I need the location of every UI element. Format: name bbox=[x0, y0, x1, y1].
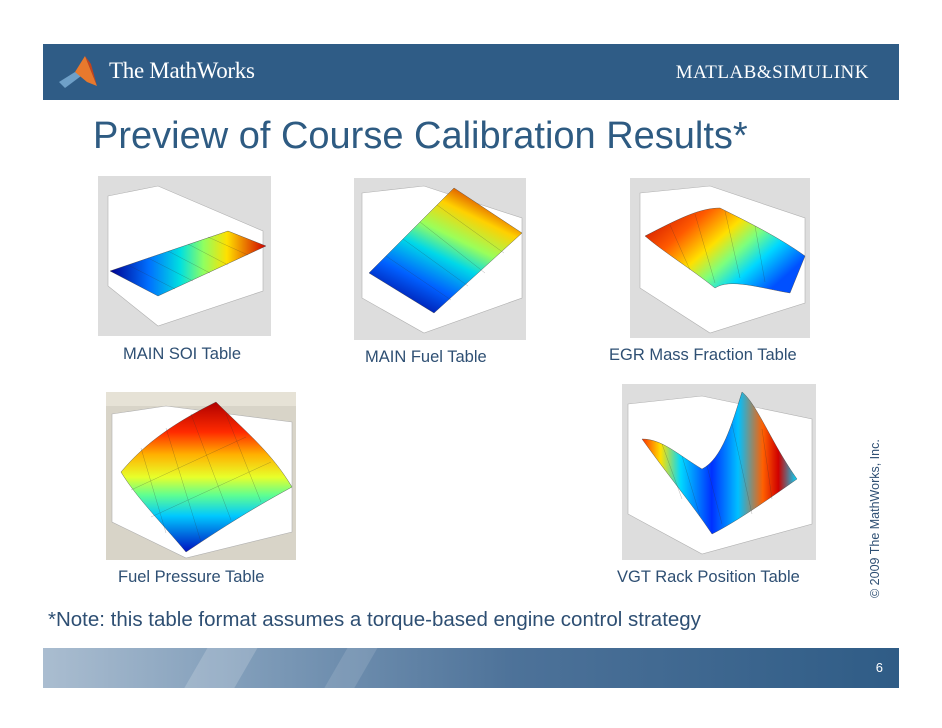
main-soi-surface-plot bbox=[98, 176, 271, 336]
decorative-streak bbox=[172, 648, 264, 688]
header-bar: The MathWorks MATLAB&SIMULINK bbox=[43, 44, 899, 100]
page-number: 6 bbox=[875, 660, 883, 675]
caption-fuel-pressure: Fuel Pressure Table bbox=[118, 568, 265, 586]
vgt-rack-position-surface-plot bbox=[622, 384, 816, 560]
caption-egr-mass-fraction: EGR Mass Fraction Table bbox=[609, 346, 797, 364]
caption-main-soi: MAIN SOI Table bbox=[123, 345, 241, 363]
fuel-pressure-surface-plot bbox=[106, 392, 296, 560]
decorative-streak bbox=[312, 648, 384, 688]
footer-bar: 6 bbox=[43, 648, 899, 688]
brand-name: The MathWorks bbox=[109, 58, 255, 83]
product-name: MATLAB&SIMULINK bbox=[675, 62, 869, 83]
copyright-notice: © 2009 The MathWorks, Inc. bbox=[868, 439, 882, 598]
main-fuel-surface-plot bbox=[354, 178, 526, 340]
egr-mass-fraction-surface-plot bbox=[630, 178, 810, 338]
slide-title: Preview of Course Calibration Results* bbox=[93, 115, 748, 157]
caption-main-fuel: MAIN Fuel Table bbox=[365, 348, 487, 366]
caption-vgt-rack-position: VGT Rack Position Table bbox=[617, 568, 800, 586]
footnote: *Note: this table format assumes a torqu… bbox=[48, 608, 701, 631]
mathworks-logo-icon bbox=[59, 56, 97, 88]
